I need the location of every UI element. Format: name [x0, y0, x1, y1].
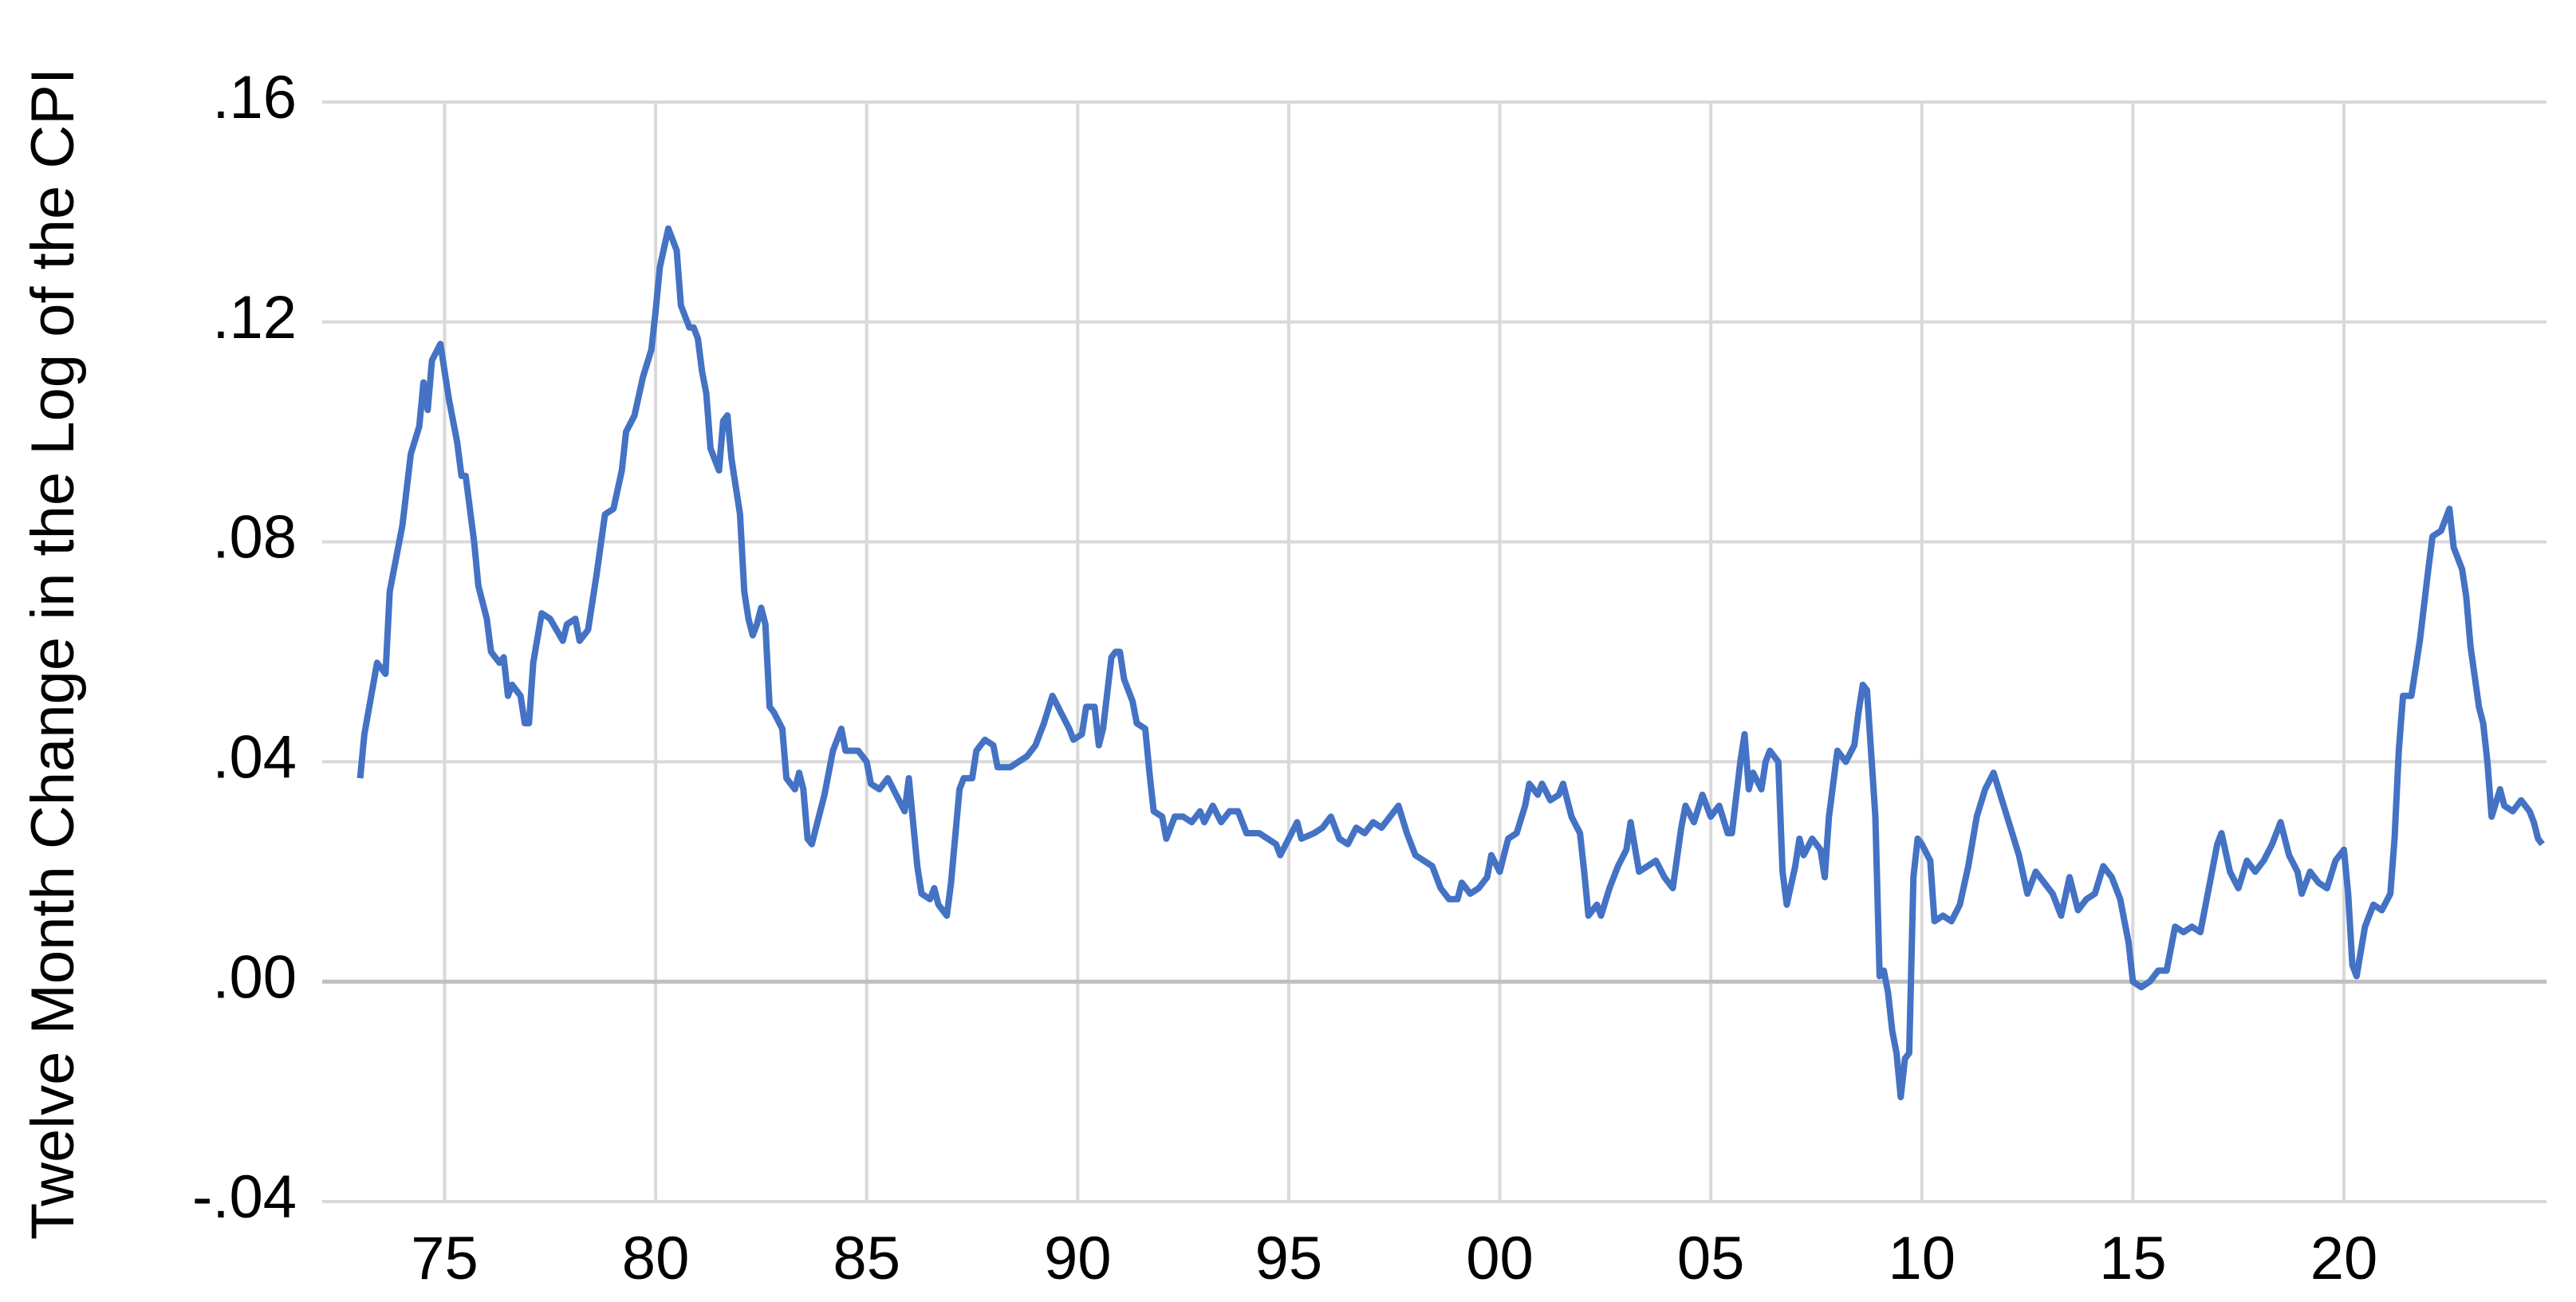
cpi-line: [356, 225, 2545, 1100]
x-tick-label: 80: [622, 1225, 690, 1292]
x-tick-label: 15: [2099, 1225, 2167, 1292]
x-tick-label: 05: [1677, 1225, 1745, 1292]
y-tick-label: .00: [212, 943, 297, 1011]
x-tick-label: 00: [1466, 1225, 1534, 1292]
y-tick-label: .16: [212, 64, 297, 132]
y-tick-label: .12: [212, 284, 297, 352]
y-tick-label: .08: [212, 504, 297, 572]
y-tick-label: .04: [212, 723, 297, 791]
x-tick-label: 95: [1255, 1225, 1323, 1292]
x-tick-label: 85: [833, 1225, 900, 1292]
x-tick-label: 75: [411, 1225, 479, 1292]
y-axis-title: Twelve Month Change in the Log of the CP…: [19, 68, 87, 1240]
x-tick-label: 90: [1044, 1225, 1112, 1292]
y-tick-label: -.04: [192, 1163, 297, 1231]
x-tick-label: 20: [2310, 1225, 2378, 1292]
x-tick-label: 10: [1888, 1225, 1956, 1292]
